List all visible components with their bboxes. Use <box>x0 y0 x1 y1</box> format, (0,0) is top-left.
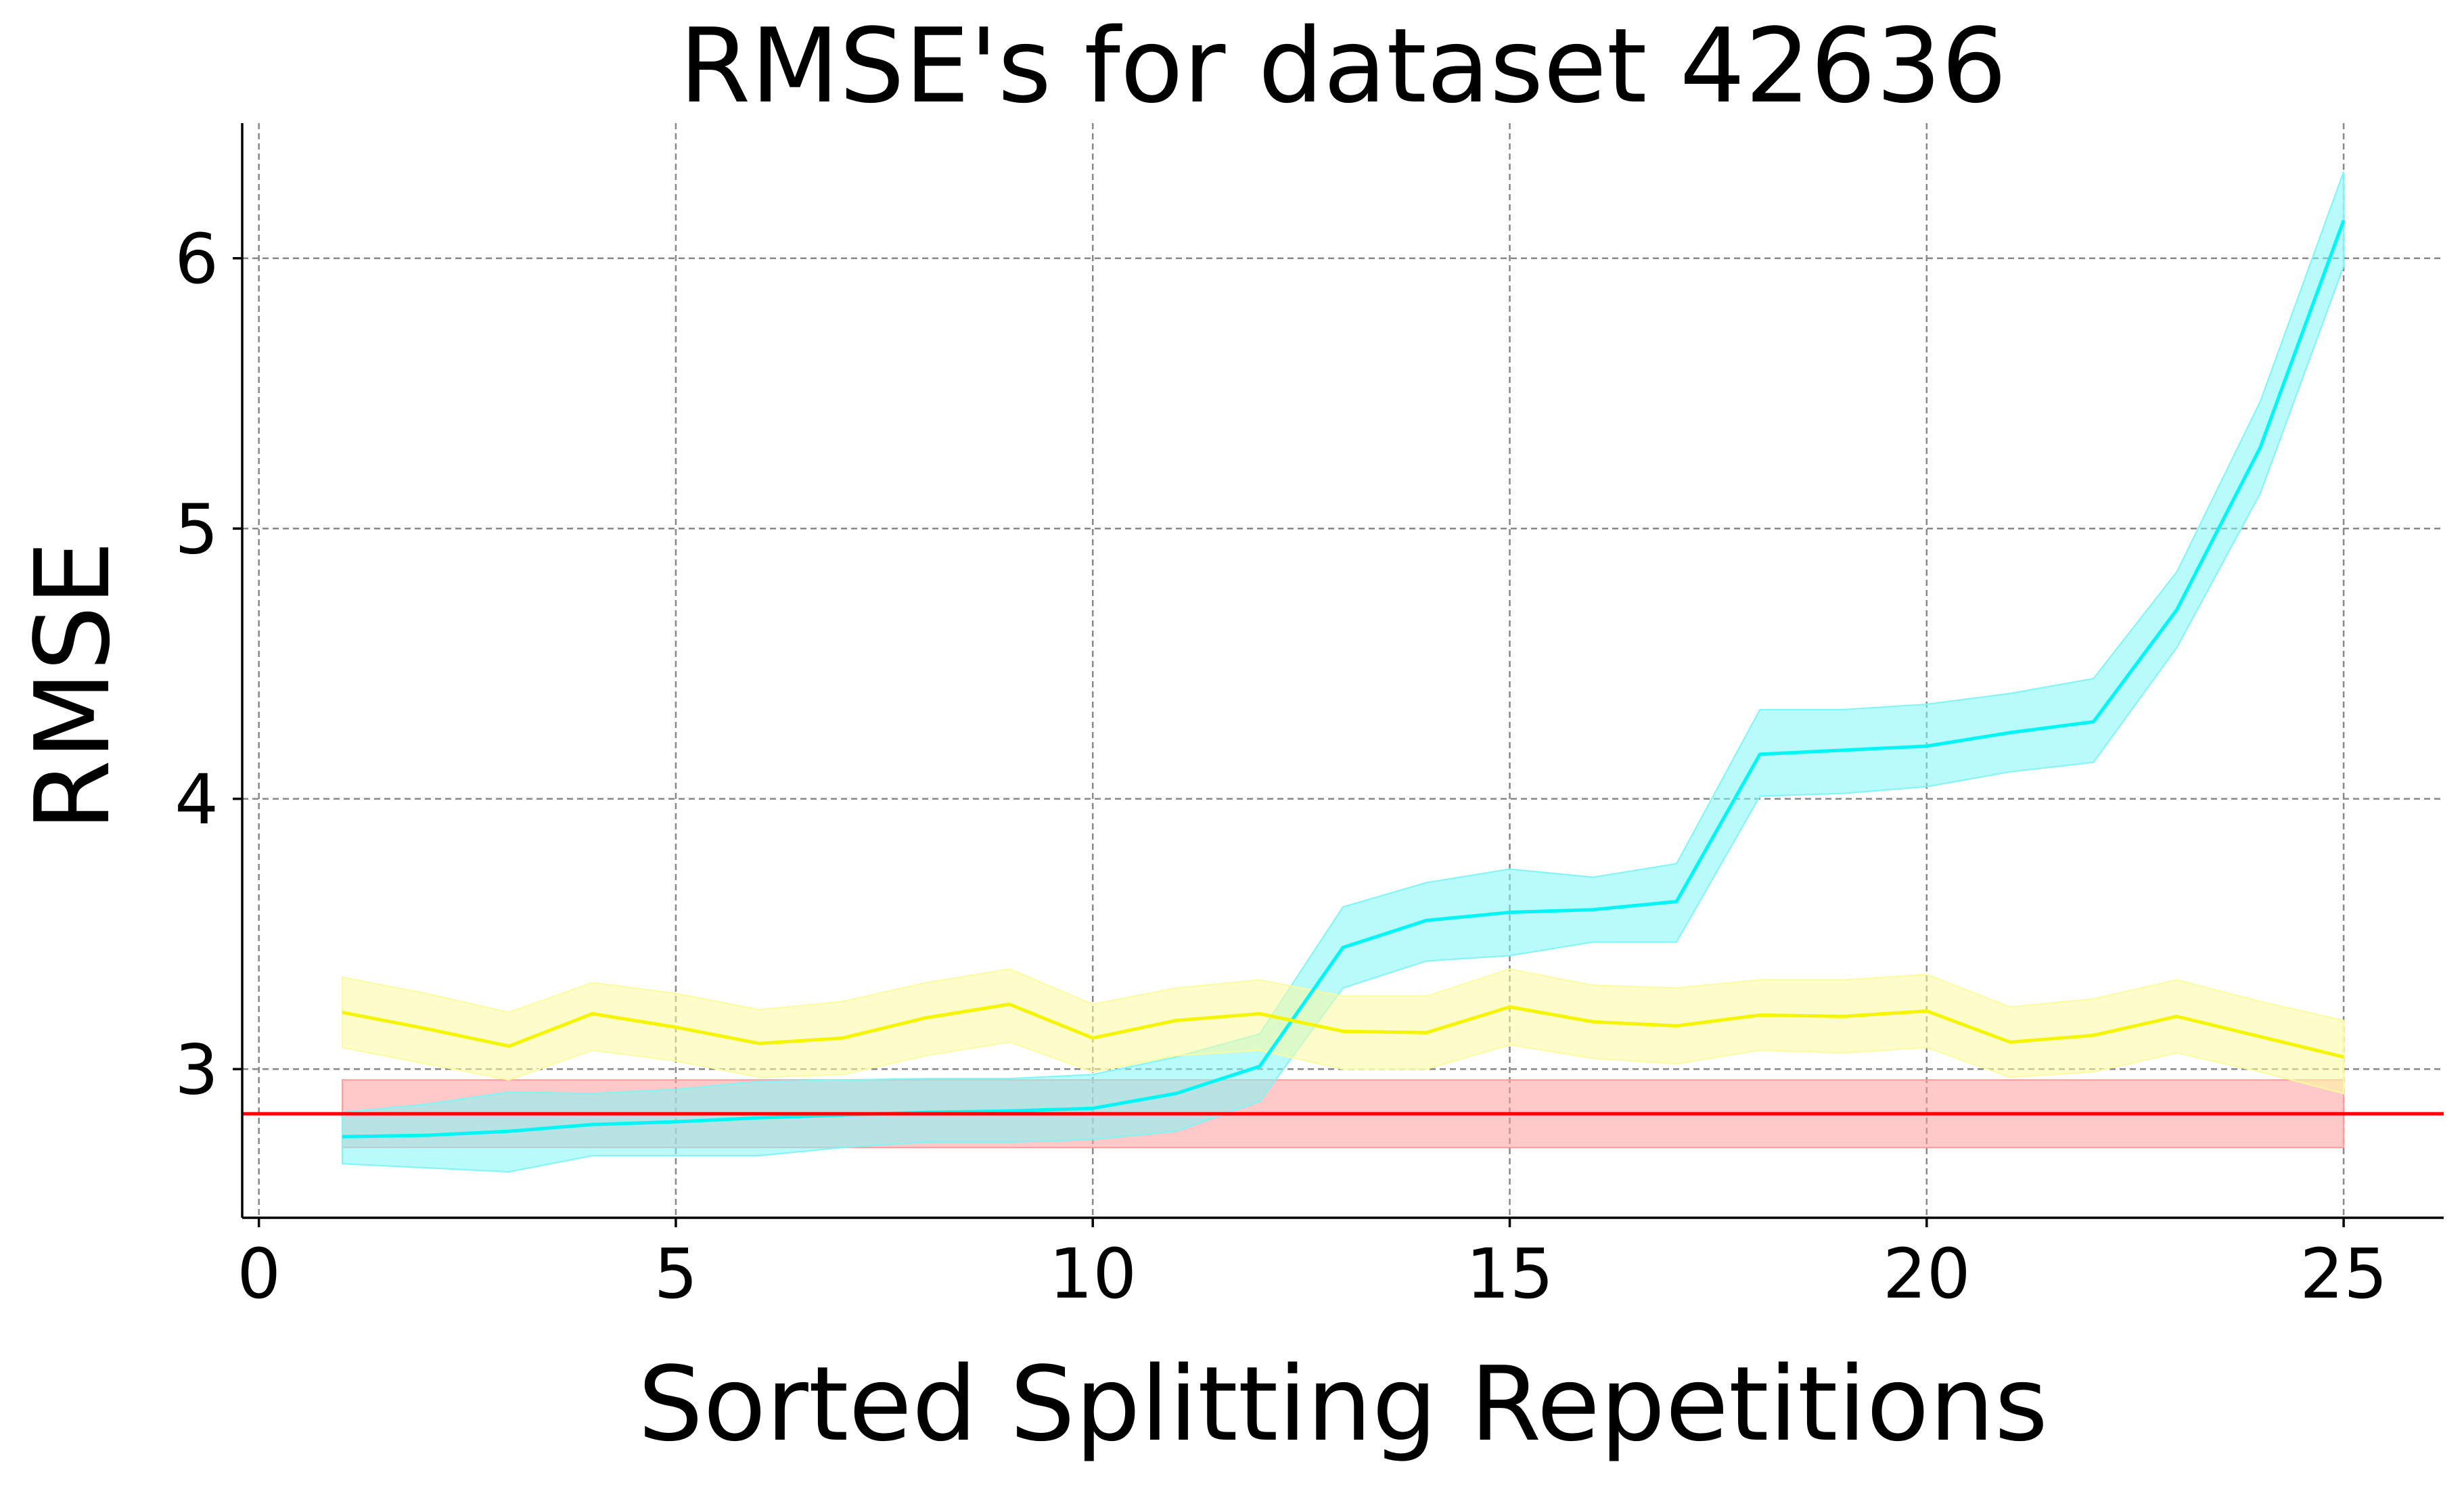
series-1-line <box>342 219 2346 1139</box>
series-2-line <box>342 1002 2344 1059</box>
series-1-band <box>341 171 2345 1173</box>
lines <box>242 219 2444 1139</box>
y-axis-label: RMSE <box>13 541 133 831</box>
x-tick-label: 20 <box>1883 1234 1971 1315</box>
ticks: 0 5 10 15 20 25 3 4 5 6 <box>175 219 2388 1315</box>
x-tick-label: 10 <box>1049 1234 1137 1315</box>
x-tick-label: 0 <box>237 1234 281 1315</box>
axes <box>241 123 2444 1219</box>
x-axis-label: Sorted Splitting Repetitions <box>638 1344 2048 1464</box>
y-tick-label: 3 <box>175 1030 219 1110</box>
x-tick-label: 5 <box>654 1234 698 1315</box>
y-tick-label: 4 <box>175 760 219 840</box>
chart-title: RMSE's for dataset 42636 <box>679 6 2007 126</box>
x-tick-label: 15 <box>1466 1234 1554 1315</box>
y-tick-label: 6 <box>175 219 219 300</box>
y-tick-label: 5 <box>175 489 219 570</box>
x-tick-label: 25 <box>2300 1234 2388 1315</box>
